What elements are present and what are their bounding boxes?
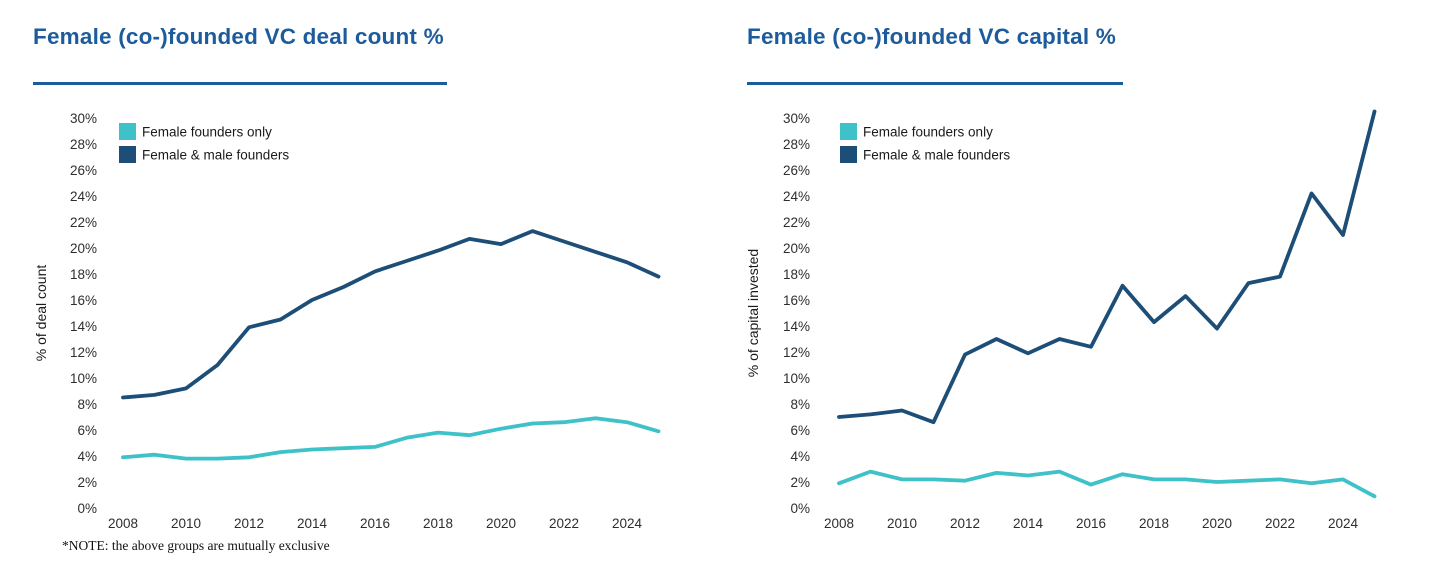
y-tick-label: 30%	[783, 111, 810, 126]
legend-label: Female founders only	[142, 125, 272, 140]
footnote: *NOTE: the above groups are mutually exc…	[62, 538, 330, 553]
x-tick-label: 2016	[360, 516, 390, 531]
x-tick-label: 2008	[824, 516, 854, 531]
y-tick-label: 14%	[783, 319, 810, 334]
y-tick-label: 28%	[783, 137, 810, 152]
y-tick-label: 8%	[77, 397, 97, 412]
x-tick-label: 2024	[1328, 516, 1359, 531]
legend-swatch	[119, 123, 136, 140]
legend-swatch	[840, 146, 857, 163]
y-tick-label: 14%	[70, 319, 97, 334]
y-tick-label: 8%	[790, 397, 810, 412]
female-only-line	[837, 469, 1377, 499]
y-tick-label: 28%	[70, 137, 97, 152]
y-tick-label: 20%	[70, 241, 97, 256]
x-tick-label: 2020	[486, 516, 516, 531]
y-tick-label: 22%	[783, 215, 810, 230]
capital-chart-panel: Female (co-)founded VC capital % 0% 2% 4% 6…	[728, 0, 1456, 582]
title-underline	[747, 82, 1123, 85]
deal-count-plot: 0% 2% 4% 6% 8% 10% 12% 14% 16% 18% 20% 22% 24% 26% 28%…	[33, 111, 661, 531]
y-tick-label: 2%	[790, 475, 810, 490]
y-tick-label: 16%	[783, 293, 810, 308]
female-only-line	[121, 416, 661, 461]
x-tick-label: 2012	[950, 516, 980, 531]
title-underline	[33, 82, 447, 85]
x-tick-label: 2022	[1265, 516, 1295, 531]
x-tick-label: 2012	[234, 516, 264, 531]
y-tick-label: 10%	[783, 371, 810, 386]
capital-plot: 0% 2% 4% 6% 8% 10% 12% 14% 16% 18% 20% 22% 24% 26% 28%…	[745, 109, 1377, 531]
x-tick-label: 2014	[297, 516, 328, 531]
y-tick-label: 22%	[70, 215, 97, 230]
deal-count-chart-panel: Female (co-)founded VC deal count % 0% 2%…	[33, 24, 661, 531]
deal-count-chart-title: Female (co-)founded VC deal count %	[33, 24, 444, 49]
y-tick-label: 24%	[783, 189, 810, 204]
x-tick-label: 2010	[171, 516, 201, 531]
y-tick-label: 18%	[783, 267, 810, 282]
y-tick-label: 0%	[790, 501, 810, 516]
y-axis-title: % of deal count	[33, 265, 49, 362]
y-tick-label: 16%	[70, 293, 97, 308]
y-tick-label: 24%	[70, 189, 97, 204]
y-tick-label: 4%	[77, 449, 97, 464]
female-male-line	[121, 229, 661, 400]
y-tick-label: 2%	[77, 475, 97, 490]
x-tick-label: 2014	[1013, 516, 1044, 531]
y-tick-label: 30%	[70, 111, 97, 126]
y-tick-label: 26%	[783, 163, 810, 178]
legend-swatch	[840, 123, 857, 140]
legend-swatch	[119, 146, 136, 163]
x-tick-label: 2020	[1202, 516, 1232, 531]
y-tick-label: 18%	[70, 267, 97, 282]
x-tick-label: 2018	[1139, 516, 1169, 531]
y-tick-label: 12%	[783, 345, 810, 360]
legend-label: Female founders only	[863, 125, 993, 140]
y-tick-label: 10%	[70, 371, 97, 386]
female-male-line	[837, 109, 1377, 425]
x-tick-label: 2018	[423, 516, 453, 531]
y-tick-label: 6%	[790, 423, 810, 438]
y-tick-label: 12%	[70, 345, 97, 360]
capital-chart-title: Female (co-)founded VC capital %	[747, 24, 1116, 49]
x-tick-label: 2008	[108, 516, 138, 531]
y-tick-label: 4%	[790, 449, 810, 464]
y-axis-title: % of capital invested	[745, 249, 761, 377]
legend-label: Female & male founders	[142, 148, 289, 163]
y-tick-label: 20%	[783, 241, 810, 256]
y-tick-label: 26%	[70, 163, 97, 178]
x-tick-label: 2024	[612, 516, 643, 531]
y-tick-label: 0%	[77, 501, 97, 516]
y-tick-label: 6%	[77, 423, 97, 438]
legend-label: Female & male founders	[863, 148, 1010, 163]
x-tick-label: 2016	[1076, 516, 1106, 531]
x-tick-label: 2010	[887, 516, 917, 531]
x-tick-label: 2022	[549, 516, 579, 531]
